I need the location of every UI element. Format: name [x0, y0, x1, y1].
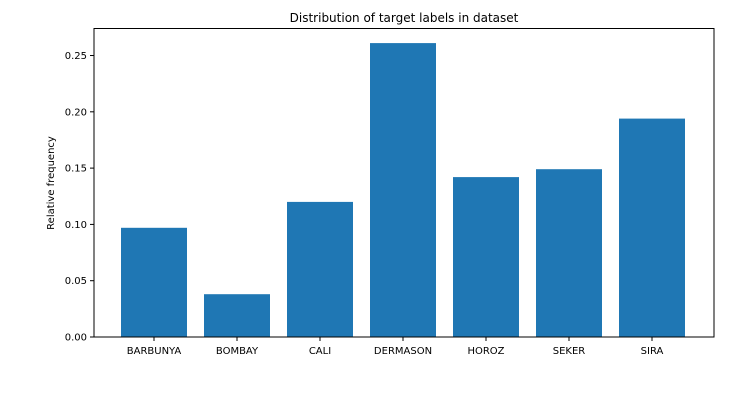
- x-tick-label: BARBUNYA: [127, 346, 182, 357]
- bar-dermason: [370, 43, 436, 337]
- bar-cali: [287, 201, 353, 337]
- x-tick-label: DERMASON: [374, 346, 432, 357]
- chart-title: Distribution of target labels in dataset: [290, 11, 519, 25]
- bar-seker: [536, 169, 602, 337]
- bar-bombay: [204, 294, 270, 337]
- plot-area-frame: [93, 28, 715, 338]
- y-tick-label: 0.25: [65, 51, 87, 62]
- x-tick-label: SIRA: [641, 346, 664, 357]
- y-tick-label: 0.10: [65, 220, 87, 231]
- bar-sira: [619, 118, 685, 337]
- y-tick-label: 0.05: [65, 276, 87, 287]
- x-tick-label: HOROZ: [467, 346, 504, 357]
- x-tick-label: SEKER: [553, 346, 586, 357]
- bar-barbunya: [121, 227, 187, 337]
- x-axis: BARBUNYA BOMBAY CALI DERMASON HOROZ SEKER SIRA: [127, 337, 664, 357]
- bars-group: [121, 43, 685, 337]
- y-tick-label: 0.15: [65, 164, 87, 175]
- y-tick-label: 0.20: [65, 107, 87, 118]
- y-axis-label: Relative frequency: [46, 136, 57, 230]
- y-tick-label: 0.00: [65, 333, 87, 344]
- x-tick-label: CALI: [309, 346, 331, 357]
- bar-horoz: [453, 177, 519, 337]
- y-axis: 0.00 0.05 0.10 0.15 0.20 0.25: [65, 51, 94, 344]
- x-tick-label: BOMBAY: [216, 346, 259, 357]
